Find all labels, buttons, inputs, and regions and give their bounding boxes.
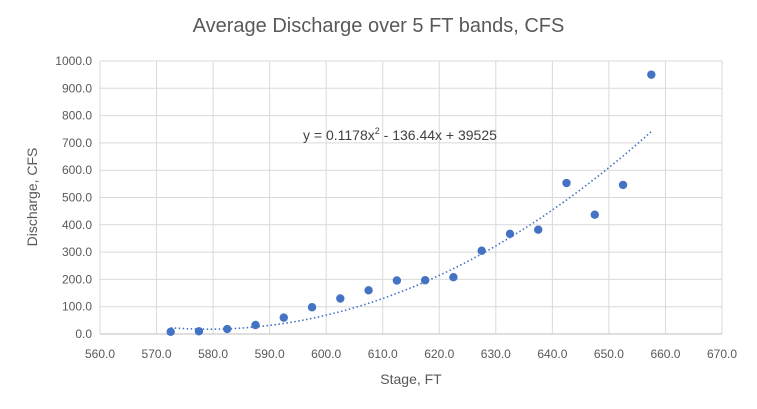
data-point <box>505 229 515 239</box>
data-point <box>223 324 232 334</box>
x-tick-label: 590.0 <box>255 347 285 361</box>
x-tick-label: 660.0 <box>650 347 680 361</box>
data-point <box>194 327 204 336</box>
equation-power: 2 <box>375 126 380 136</box>
y-axis-title: Discharge, CFS <box>24 148 40 247</box>
x-tick-label: 570.0 <box>142 347 172 361</box>
trendline-equation: y = 0.1178x2 - 136.44x + 39525 <box>303 126 497 143</box>
data-point <box>618 180 628 190</box>
y-tick-label: 600.0 <box>62 163 92 177</box>
gridlines <box>99 60 723 335</box>
data-point <box>477 246 486 255</box>
data-point <box>420 276 430 285</box>
y-tick-label: 300.0 <box>62 245 92 259</box>
x-tick-label: 630.0 <box>481 347 511 361</box>
data-point <box>307 303 317 312</box>
y-tick-label: 100.0 <box>62 300 92 314</box>
data-point <box>392 276 402 285</box>
x-tick-label: 610.0 <box>368 347 398 361</box>
equation-base: y = 0.1178x <box>303 127 375 143</box>
data-point <box>562 178 571 188</box>
data-point <box>449 273 458 282</box>
data-point <box>336 294 345 303</box>
data-point <box>647 70 656 79</box>
y-tick-label: 700.0 <box>62 136 92 150</box>
y-tick-label: 500.0 <box>62 191 92 205</box>
y-tick-label: 900.0 <box>62 81 92 95</box>
y-tick-label: 0.0 <box>75 327 92 341</box>
data-point <box>279 313 288 322</box>
chart-title: Average Discharge over 5 FT bands, CFS <box>193 15 565 37</box>
data-point <box>364 286 373 295</box>
x-tick-label: 580.0 <box>198 347 228 361</box>
x-tick-label: 640.0 <box>537 347 567 361</box>
x-axis-tick-labels: 560.0 570.0 580.0 590.0 600.0 610.0 620.0 630.0… <box>85 347 737 361</box>
y-tick-label: 1000.0 <box>55 54 92 68</box>
x-tick-label: 670.0 <box>707 347 737 361</box>
x-tick-label: 560.0 <box>85 347 115 361</box>
x-tick-label: 650.0 <box>594 347 624 361</box>
x-tick-label: 620.0 <box>424 347 454 361</box>
data-point <box>534 225 543 234</box>
x-axis-title: Stage, FT <box>380 371 442 387</box>
data-point <box>166 327 175 337</box>
x-tick-label: 600.0 <box>311 347 341 361</box>
data-points <box>166 70 656 337</box>
data-point <box>251 320 260 330</box>
y-tick-label: 200.0 <box>62 272 92 286</box>
y-tick-label: 400.0 <box>62 218 92 232</box>
y-tick-label: 800.0 <box>62 109 92 123</box>
y-axis-tick-labels: 0.0 100.0 200.0 300.0 400.0 500.0 600.0 700.0 80… <box>55 54 92 341</box>
equation-rest: - 136.44x + 39525 <box>380 127 497 143</box>
trendline <box>170 131 652 330</box>
data-point <box>590 210 599 219</box>
